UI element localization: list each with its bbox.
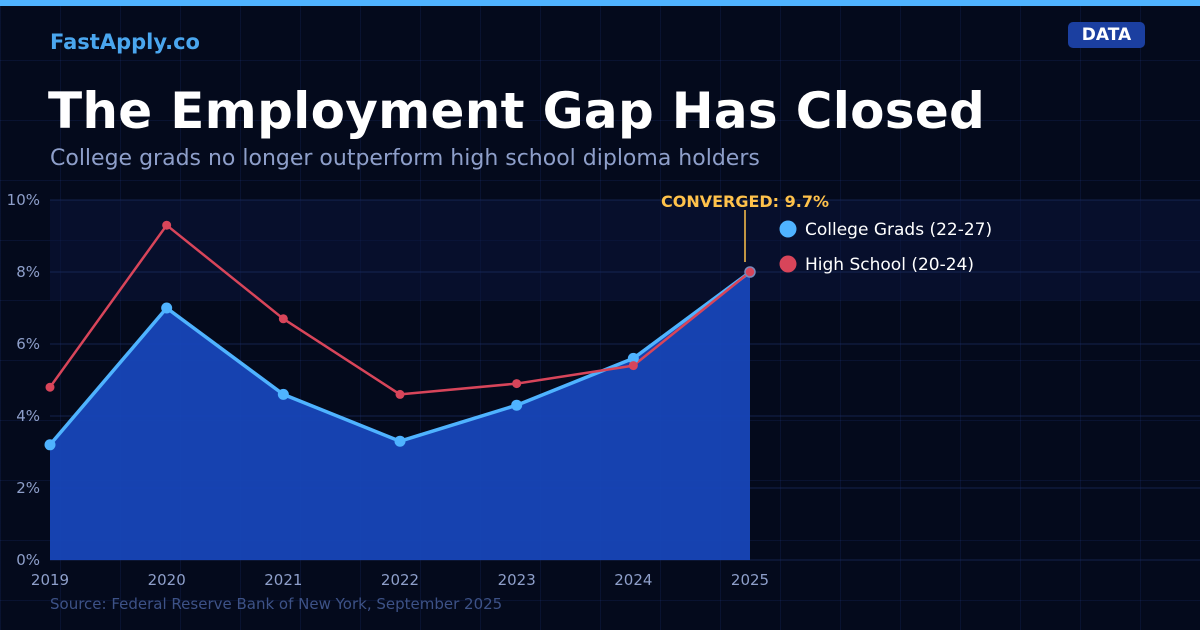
college-grads-point: [394, 435, 406, 447]
y-tick-label: 2%: [16, 479, 40, 497]
brand-logo-text[interactable]: FastApply.co: [50, 30, 200, 54]
college-grads-point: [277, 388, 289, 400]
y-tick-label: 4%: [16, 407, 40, 425]
page-title: The Employment Gap Has Closed: [48, 82, 986, 140]
chart-highlight-band: [50, 200, 1200, 300]
data-badge: DATA: [1068, 22, 1145, 48]
high-school-point: [395, 389, 405, 399]
annotation-label: CONVERGED: 9.7%: [661, 192, 829, 211]
x-tick-label: 2022: [381, 571, 419, 589]
high-school-legend-swatch: [779, 255, 797, 273]
x-tick-label: 2021: [264, 571, 302, 589]
x-tick-label: 2024: [614, 571, 652, 589]
college-grads-point: [161, 302, 173, 314]
college-grads-legend-swatch: [779, 220, 797, 238]
x-tick-label: 2023: [498, 571, 536, 589]
high-school-point: [162, 220, 172, 230]
y-tick-label: 0%: [16, 551, 40, 569]
accent-top-bar: [0, 0, 1200, 6]
college-grads-point: [627, 352, 639, 364]
college-grads-point: [44, 439, 56, 451]
y-tick-label: 10%: [7, 191, 40, 209]
x-tick-label: 2025: [731, 571, 769, 589]
y-tick-label: 6%: [16, 335, 40, 353]
college-grads-point: [511, 399, 523, 411]
high-school-point: [45, 382, 55, 392]
high-school-legend-label: High School (20-24): [805, 255, 974, 275]
high-school-point: [512, 379, 522, 389]
converged-point: [744, 266, 756, 278]
x-tick-label: 2019: [31, 571, 69, 589]
page-subtitle: College grads no longer outperform high …: [50, 146, 760, 171]
college-area-fill: [50, 272, 750, 560]
y-tick-label: 8%: [16, 263, 40, 281]
high-school-point: [278, 314, 288, 324]
source-note: Source: Federal Reserve Bank of New York…: [50, 595, 503, 613]
college-grads-legend-label: College Grads (22-27): [805, 220, 992, 240]
x-tick-label: 2020: [148, 571, 186, 589]
high-school-point: [628, 361, 638, 371]
